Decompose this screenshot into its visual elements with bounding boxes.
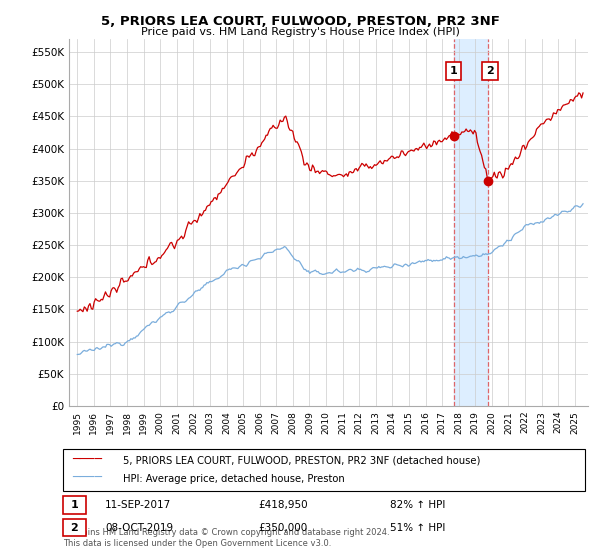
Text: 51% ↑ HPI: 51% ↑ HPI xyxy=(390,522,445,533)
Text: £418,950: £418,950 xyxy=(258,500,308,510)
Text: ────: ──── xyxy=(72,471,102,484)
Text: 2: 2 xyxy=(486,67,494,76)
Text: ────: ──── xyxy=(72,471,102,484)
Text: 5, PRIORS LEA COURT, FULWOOD, PRESTON, PR2 3NF (detached house): 5, PRIORS LEA COURT, FULWOOD, PRESTON, P… xyxy=(123,455,481,465)
Text: HPI: Average price, detached house, Preston: HPI: Average price, detached house, Pres… xyxy=(123,474,345,484)
Text: 2: 2 xyxy=(71,522,78,533)
Text: 5, PRIORS LEA COURT, FULWOOD, PRESTON, PR2 3NF: 5, PRIORS LEA COURT, FULWOOD, PRESTON, P… xyxy=(101,15,499,28)
Text: HPI: Average price, detached house, Preston: HPI: Average price, detached house, Pres… xyxy=(123,474,345,484)
Text: 1: 1 xyxy=(450,67,458,76)
Text: £350,000: £350,000 xyxy=(258,522,307,533)
Text: ────: ──── xyxy=(72,452,102,466)
Text: 11-SEP-2017: 11-SEP-2017 xyxy=(105,500,171,510)
Text: 08-OCT-2019: 08-OCT-2019 xyxy=(105,522,173,533)
Text: 1: 1 xyxy=(71,500,78,510)
Text: ────: ──── xyxy=(72,452,102,466)
Text: 82% ↑ HPI: 82% ↑ HPI xyxy=(390,500,445,510)
Text: Contains HM Land Registry data © Crown copyright and database right 2024.
This d: Contains HM Land Registry data © Crown c… xyxy=(63,528,389,548)
Text: Price paid vs. HM Land Registry's House Price Index (HPI): Price paid vs. HM Land Registry's House … xyxy=(140,27,460,37)
Text: 5, PRIORS LEA COURT, FULWOOD, PRESTON, PR2 3NF (detached house): 5, PRIORS LEA COURT, FULWOOD, PRESTON, P… xyxy=(123,455,481,465)
Bar xyxy=(454,39,488,406)
